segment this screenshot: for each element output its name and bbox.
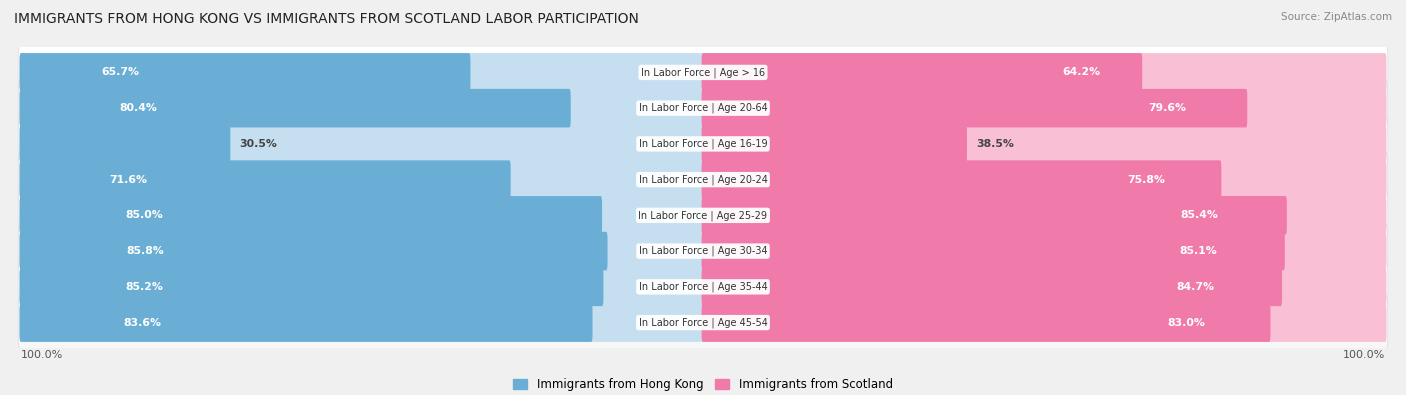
Text: IMMIGRANTS FROM HONG KONG VS IMMIGRANTS FROM SCOTLAND LABOR PARTICIPATION: IMMIGRANTS FROM HONG KONG VS IMMIGRANTS … xyxy=(14,12,638,26)
FancyBboxPatch shape xyxy=(702,303,1271,342)
FancyBboxPatch shape xyxy=(702,89,1247,128)
Text: 85.8%: 85.8% xyxy=(127,246,165,256)
FancyBboxPatch shape xyxy=(702,267,1282,306)
Text: In Labor Force | Age 25-29: In Labor Force | Age 25-29 xyxy=(638,210,768,221)
Text: 65.7%: 65.7% xyxy=(101,68,139,77)
Text: 83.0%: 83.0% xyxy=(1167,318,1205,327)
Text: 71.6%: 71.6% xyxy=(108,175,146,184)
FancyBboxPatch shape xyxy=(20,232,607,271)
FancyBboxPatch shape xyxy=(702,53,1142,92)
Text: 100.0%: 100.0% xyxy=(21,350,63,361)
FancyBboxPatch shape xyxy=(20,196,602,235)
FancyBboxPatch shape xyxy=(18,44,1388,101)
Text: 85.2%: 85.2% xyxy=(125,282,163,292)
Text: 85.0%: 85.0% xyxy=(125,211,163,220)
FancyBboxPatch shape xyxy=(702,89,1386,128)
FancyBboxPatch shape xyxy=(20,196,704,235)
Text: 75.8%: 75.8% xyxy=(1128,175,1164,184)
FancyBboxPatch shape xyxy=(18,115,1388,173)
Text: 30.5%: 30.5% xyxy=(239,139,277,149)
FancyBboxPatch shape xyxy=(18,151,1388,208)
FancyBboxPatch shape xyxy=(18,294,1388,351)
FancyBboxPatch shape xyxy=(18,258,1388,316)
FancyBboxPatch shape xyxy=(702,124,967,163)
FancyBboxPatch shape xyxy=(20,303,704,342)
Text: 38.5%: 38.5% xyxy=(976,139,1014,149)
FancyBboxPatch shape xyxy=(702,53,1386,92)
Text: 85.4%: 85.4% xyxy=(1181,211,1219,220)
FancyBboxPatch shape xyxy=(20,267,704,306)
Text: 83.6%: 83.6% xyxy=(124,318,162,327)
FancyBboxPatch shape xyxy=(20,124,704,163)
FancyBboxPatch shape xyxy=(20,53,704,92)
Text: In Labor Force | Age 30-34: In Labor Force | Age 30-34 xyxy=(638,246,768,256)
Text: Source: ZipAtlas.com: Source: ZipAtlas.com xyxy=(1281,12,1392,22)
FancyBboxPatch shape xyxy=(20,160,704,199)
FancyBboxPatch shape xyxy=(702,160,1386,199)
FancyBboxPatch shape xyxy=(702,232,1386,271)
FancyBboxPatch shape xyxy=(18,79,1388,137)
Text: In Labor Force | Age 16-19: In Labor Force | Age 16-19 xyxy=(638,139,768,149)
Text: In Labor Force | Age > 16: In Labor Force | Age > 16 xyxy=(641,67,765,78)
FancyBboxPatch shape xyxy=(18,187,1388,244)
FancyBboxPatch shape xyxy=(20,124,231,163)
FancyBboxPatch shape xyxy=(20,303,592,342)
Text: 80.4%: 80.4% xyxy=(120,103,157,113)
Text: 79.6%: 79.6% xyxy=(1149,103,1187,113)
FancyBboxPatch shape xyxy=(702,196,1386,235)
Text: In Labor Force | Age 45-54: In Labor Force | Age 45-54 xyxy=(638,317,768,328)
FancyBboxPatch shape xyxy=(702,124,1386,163)
FancyBboxPatch shape xyxy=(20,160,510,199)
FancyBboxPatch shape xyxy=(18,222,1388,280)
Text: In Labor Force | Age 20-64: In Labor Force | Age 20-64 xyxy=(638,103,768,113)
FancyBboxPatch shape xyxy=(20,232,704,271)
FancyBboxPatch shape xyxy=(20,53,471,92)
FancyBboxPatch shape xyxy=(20,89,571,128)
Text: 64.2%: 64.2% xyxy=(1062,68,1099,77)
FancyBboxPatch shape xyxy=(20,89,704,128)
Text: 85.1%: 85.1% xyxy=(1180,246,1216,256)
Text: In Labor Force | Age 35-44: In Labor Force | Age 35-44 xyxy=(638,282,768,292)
FancyBboxPatch shape xyxy=(702,160,1222,199)
FancyBboxPatch shape xyxy=(702,303,1386,342)
FancyBboxPatch shape xyxy=(702,196,1286,235)
Text: 100.0%: 100.0% xyxy=(1343,350,1385,361)
Legend: Immigrants from Hong Kong, Immigrants from Scotland: Immigrants from Hong Kong, Immigrants fr… xyxy=(509,373,897,395)
FancyBboxPatch shape xyxy=(702,267,1386,306)
FancyBboxPatch shape xyxy=(702,232,1285,271)
Text: In Labor Force | Age 20-24: In Labor Force | Age 20-24 xyxy=(638,174,768,185)
Text: 84.7%: 84.7% xyxy=(1177,282,1215,292)
FancyBboxPatch shape xyxy=(20,267,603,306)
